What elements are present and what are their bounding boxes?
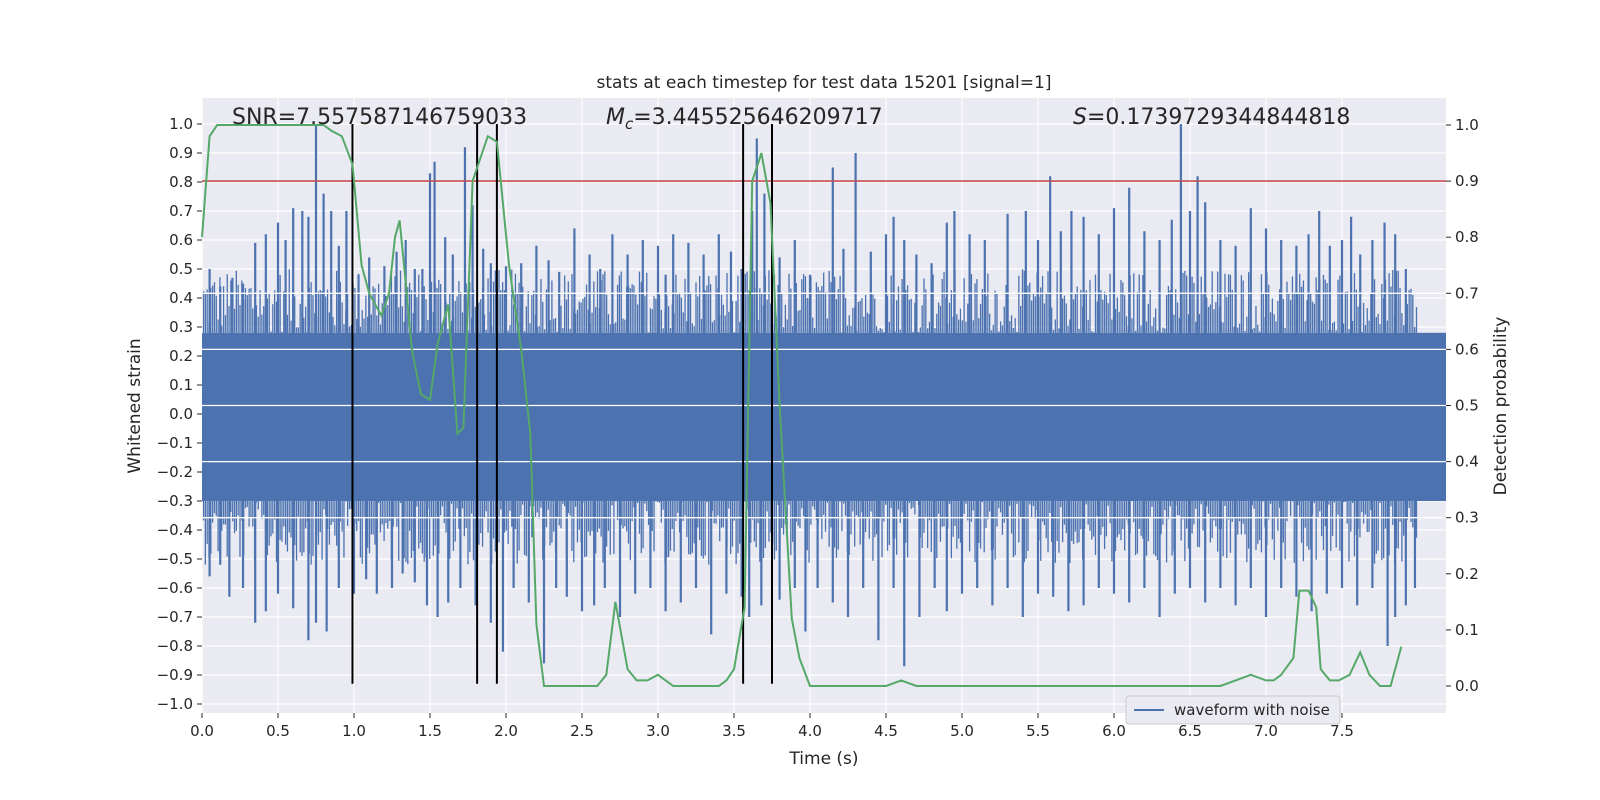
left-tick-label: 1.0 (169, 115, 193, 133)
mc-symbol: M (606, 105, 625, 130)
s-annotation: S=0.1739729344844818 (1073, 105, 1350, 130)
left-tick-label: −0.7 (157, 608, 193, 626)
left-tick-label: −0.1 (157, 434, 193, 452)
right-tick-label: 0.0 (1455, 677, 1479, 695)
right-tick-label: 0.3 (1455, 509, 1479, 527)
x-tick-label: 3.0 (646, 722, 670, 740)
left-tick-label: −0.4 (157, 521, 193, 539)
left-tick-label: 0.4 (169, 289, 193, 307)
snr-annotation: SNR=7.557587146759033 (232, 105, 527, 130)
x-tick-label: 0.0 (190, 722, 214, 740)
right-tick-label: 0.7 (1455, 284, 1479, 302)
x-tick-label: 2.0 (494, 722, 518, 740)
right-tick-label: 0.1 (1455, 621, 1479, 639)
left-tick-label: 0.3 (169, 318, 193, 336)
left-tick-label: −0.2 (157, 463, 193, 481)
s-symbol: S (1073, 105, 1087, 130)
left-tick-label: −0.3 (157, 492, 193, 510)
legend-label: waveform with noise (1174, 701, 1330, 719)
strain-noise-band (202, 332, 1446, 501)
x-tick-label: 2.5 (570, 722, 594, 740)
legend: waveform with noise (1125, 695, 1341, 725)
strain-series (202, 124, 1446, 667)
y-axis-label-left: Whitened strain (125, 338, 145, 473)
y-axis-label-right: Detection probability (1491, 317, 1511, 496)
left-tick-label: 0.5 (169, 260, 193, 278)
chart-title: stats at each timestep for test data 152… (597, 73, 1052, 93)
left-tick-label: −0.9 (157, 666, 193, 684)
axes: 0.0 0.5 1.0 1.5 2.0 2.5 3.0 3.5 4.0 4.5 5.0 5.5 6.0 6… (157, 115, 1479, 740)
right-tick-label: 0.2 (1455, 565, 1479, 583)
right-tick-label: 0.8 (1455, 228, 1479, 246)
x-tick-label: 4.0 (798, 722, 822, 740)
legend-box (1125, 695, 1341, 725)
left-tick-label: 0.0 (169, 405, 193, 423)
x-tick-label: 7.0 (1254, 722, 1278, 740)
right-tick-label: 0.4 (1455, 453, 1479, 471)
mc-subscript: c (625, 115, 634, 133)
left-tick-label: −1.0 (157, 695, 193, 713)
left-tick-label: 0.1 (169, 376, 193, 394)
left-tick-label: −0.6 (157, 579, 193, 597)
x-tick-label: 7.5 (1330, 722, 1354, 740)
x-tick-label: 6.5 (1178, 722, 1202, 740)
left-tick-label: 0.9 (169, 144, 193, 162)
x-tick-label: 0.5 (266, 722, 290, 740)
x-tick-label: 6.0 (1102, 722, 1126, 740)
s-value: =0.1739729344844818 (1087, 105, 1350, 130)
x-tick-label: 3.5 (722, 722, 746, 740)
x-tick-label: 4.5 (874, 722, 898, 740)
left-tick-label: 0.6 (169, 231, 193, 249)
x-tick-label: 5.0 (950, 722, 974, 740)
right-tick-label: 0.5 (1455, 397, 1479, 415)
x-tick-label: 1.5 (418, 722, 442, 740)
right-tick-label: 0.6 (1455, 340, 1479, 358)
left-tick-label: 0.7 (169, 202, 193, 220)
x-tick-label: 1.0 (342, 722, 366, 740)
x-axis-label: Time (s) (788, 749, 858, 769)
right-tick-label: 0.9 (1455, 172, 1479, 190)
probability-line (201, 124, 1403, 687)
mc-annotation: Mc=3.445525646209717 (606, 105, 883, 133)
mc-value: =3.445525646209717 (633, 105, 882, 130)
left-tick-label: 0.8 (169, 173, 193, 191)
left-tick-label: −0.5 (157, 550, 193, 568)
left-tick-label: −0.8 (157, 637, 193, 655)
right-tick-label: 1.0 (1455, 116, 1479, 134)
left-tick-label: 0.2 (169, 347, 193, 365)
x-tick-label: 5.5 (1026, 722, 1050, 740)
